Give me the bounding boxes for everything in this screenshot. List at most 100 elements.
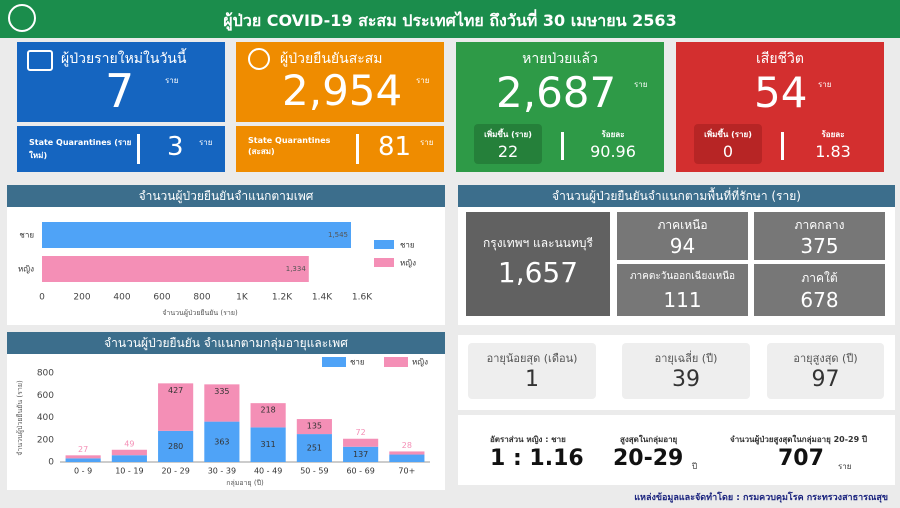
divider [137,134,140,164]
bar-segment [65,458,101,462]
bar [42,256,309,282]
x-tick-label: 600 [153,293,170,303]
card-title: ผู้ป่วยยืนยันสะสม [280,51,383,67]
divider [356,134,359,164]
page-title: ผู้ป่วย COVID-19 สะสม ประเทศไทย ถึงวันที… [223,11,677,30]
bar-segment [158,383,194,431]
icon [248,48,270,70]
sub-unit: ราย [199,138,213,147]
value-label: 28 [402,441,412,450]
card-unit: ราย [416,76,430,85]
region-label: ภาคกลาง [794,218,845,232]
y-tick-label: 800 [37,369,54,379]
chart-title: จำนวนผู้ป่วยยืนยันจำแนกตามเพศ [7,185,445,207]
percent-label: ร้อยละ [601,130,625,139]
sub-label: State Quarantines (สะสม) [248,136,331,156]
value-label: 72 [356,428,366,437]
stat-box: อายุสูงสุด (ปี) 97 [767,343,884,399]
sub-value: 81 [378,132,412,162]
sub-label: State Quarantines (รายใหม่) [29,138,132,160]
region-value: 375 [800,234,839,258]
percent-value: 1.83 [815,142,851,161]
value-label: 27 [78,445,88,454]
stat-box: อายุเฉลี่ย (ปี) 39 [622,343,750,399]
y-tick-label: 200 [37,435,54,445]
card-sub: State Quarantines (รายใหม่) 3 ราย [17,126,225,172]
region-label: ภาคตะวันออกเฉียงเหนือ [629,271,736,282]
y-tick-label: หญิง [18,265,34,274]
icon [27,50,53,71]
value-label: 137 [353,450,368,459]
bar-segment [389,451,425,455]
stat-box: อายุน้อยสุด (เดือน) 1 [468,343,596,399]
x-tick-label: 0 [39,293,45,303]
y-tick-label: 400 [37,413,54,423]
region-box: ภาคเหนือ 94 [617,212,748,260]
card-unit: ราย [165,76,179,85]
card-unit: ราย [818,80,832,89]
increase-label: เพิ่มขึ้น (ราย) [704,130,752,139]
bar-segment [204,384,240,422]
x-tick-label: 1.2K [272,293,293,303]
legend-swatch [384,357,408,367]
value-label: 1,334 [286,265,307,273]
bar-segment [158,430,194,462]
x-tick-label: 400 [113,293,130,303]
top-group-label: สูงสุดในกลุ่มอายุ [620,435,678,444]
legend-label: หญิง [412,358,428,367]
x-axis-label: จำนวนผู้ป่วยยืนยัน (ราย) [162,309,238,317]
x-tick-label: 60 - 69 [346,467,374,476]
divider [561,132,564,160]
sub-unit: ราย [420,138,434,147]
legend-swatch [374,240,394,249]
value-label: 218 [260,406,275,415]
value-label: 280 [168,442,183,451]
panel [7,185,445,325]
bar-segment [343,446,379,462]
increase-box [474,124,542,164]
legend-label: หญิง [400,259,416,268]
region-label: ภาคเหนือ [657,218,708,232]
stat-value: 1 [525,367,539,392]
percent-label: ร้อยละ [821,130,845,139]
region-value: 94 [669,234,696,258]
legend-label: ชาย [350,358,365,367]
value-label: 427 [168,386,183,395]
card-value: 2,687 [496,68,617,117]
panel [458,415,895,485]
region-box: ภาคตะวันออกเฉียงเหนือ 111 [617,264,748,316]
bar-segment [111,455,147,462]
value-label: 251 [307,444,322,453]
increase-value: 22 [497,142,519,161]
top-group-value: 20-29 [613,446,684,471]
region-box: ภาคกลาง 375 [754,212,885,260]
stat-value: 97 [811,367,840,392]
legend-label: ชาย [400,241,415,250]
card-deaths: เสียชีวิต 54 ราย เพิ่มขึ้น (ราย) 0 ร้อยล… [676,42,884,172]
stat-label: อายุเฉลี่ย (ปี) [654,352,718,365]
bar-segment [296,419,332,435]
value-label: 363 [214,437,229,446]
card-value: 2,954 [282,66,403,115]
card-total: ผู้ป่วยยืนยันสะสม 2,954 ราย [236,42,444,122]
bar-segment [343,438,379,447]
x-tick-label: 0 - 9 [74,467,92,476]
stat-value: 39 [672,367,700,392]
legend-swatch [374,258,394,267]
bar-segment [296,434,332,462]
x-tick-label: 70+ [398,467,415,476]
increase-box [694,124,762,164]
value-label: 1,545 [328,231,348,239]
chart-title: จำนวนผู้ป่วยยืนยัน จำแนกตามกลุ่มอายุและเ… [7,332,445,354]
bar-segment [111,449,147,456]
stat-label: อายุสูงสุด (ปี) [793,352,858,365]
increase-label: เพิ่มขึ้น (ราย) [484,130,532,139]
region-value: 111 [663,288,702,312]
card-unit: ราย [634,80,648,89]
card-sub: State Quarantines (สะสม) 81 ราย [236,126,444,172]
value-label: 311 [260,440,275,449]
sub-value: 3 [167,132,184,162]
x-tick-label: 800 [193,293,210,303]
